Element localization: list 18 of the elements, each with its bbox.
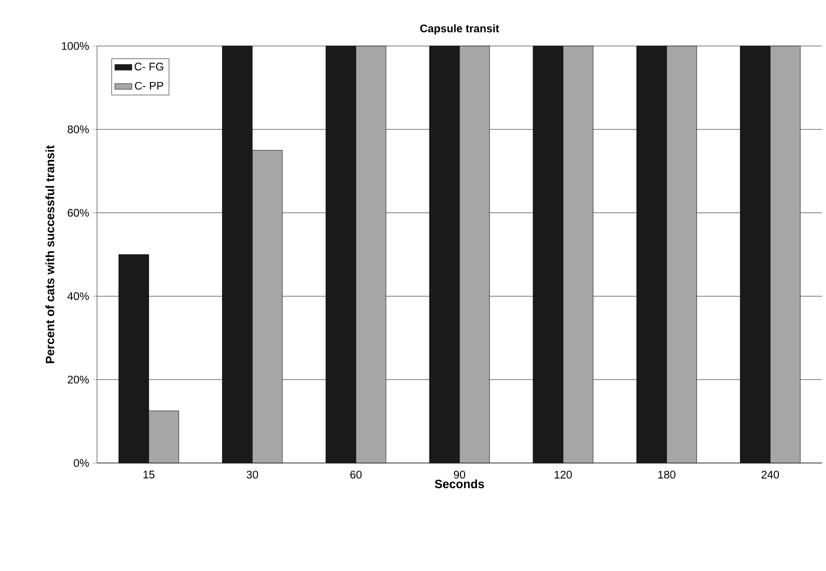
y-tick-label: 0%: [74, 459, 89, 467]
x-tick-label: 240: [762, 470, 779, 479]
y-tick-label: 60%: [68, 208, 89, 217]
y-tick-label: 100%: [62, 42, 89, 50]
legend-label: C- PP: [134, 82, 164, 90]
legend-label: C- FG: [134, 62, 164, 70]
y-axis-title: Percent of cats with successful transit: [45, 145, 54, 364]
x-tick-label: 120: [554, 470, 572, 479]
x-tick-label: 90: [454, 470, 466, 479]
x-tick-label: 15: [144, 470, 154, 478]
chart-title: Capsule transit: [420, 24, 500, 34]
x-tick-label: 180: [658, 470, 676, 479]
x-axis-title: Seconds: [434, 479, 484, 488]
y-tick-label: 40%: [67, 292, 89, 300]
y-tick-label: 80%: [68, 125, 89, 134]
x-tick-label: 60: [350, 470, 362, 479]
y-tick-label: 20%: [68, 376, 89, 384]
x-tick-label: 30: [246, 470, 258, 479]
